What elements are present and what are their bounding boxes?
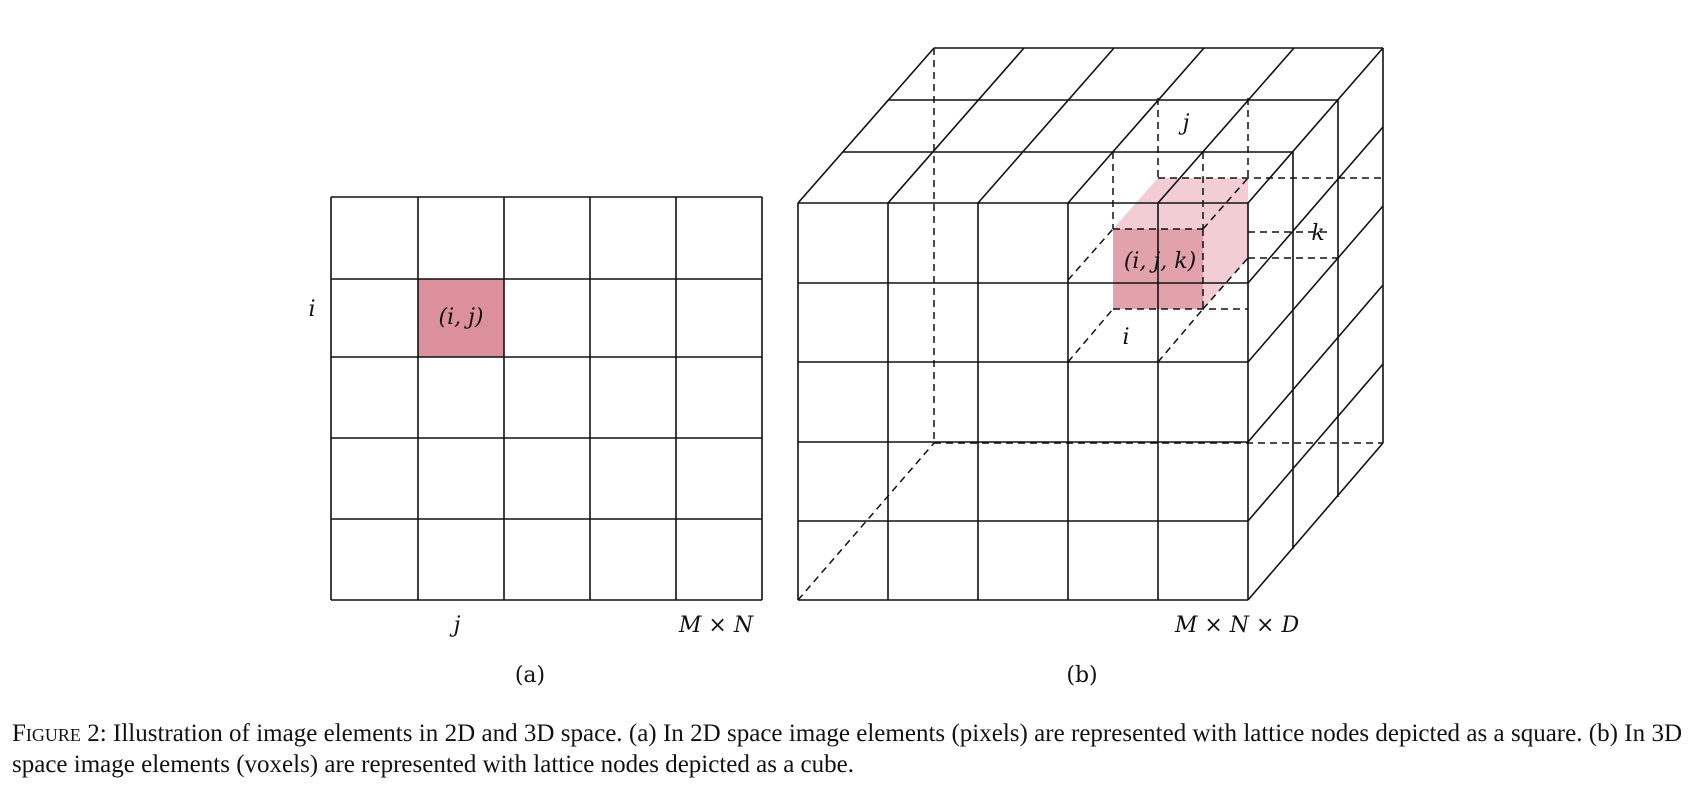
voxel-j-label: j [1178,111,1190,136]
highlighted-pixel [418,279,504,357]
pixel-coordinate-label: (i, j) [438,305,483,330]
voxel-hidden-edges [797,48,1383,601]
voxel-i-label: i [1122,325,1129,350]
panel-a-label: (a) [515,663,545,688]
column-index-label: j [449,613,461,638]
figure-2-diagram: (i, j) i j M × N (a) [308,47,1384,688]
row-index-label: i [308,297,315,322]
highlighted-voxel [1113,178,1248,309]
voxel-side-face [1203,178,1248,309]
figure-caption: Figure 2: Illustration of image elements… [12,718,1682,780]
grid-size-label: M × N [678,613,754,638]
voxel-k-label: k [1311,221,1324,246]
caption-text: : Illustration of image elements in 2D a… [12,720,1682,778]
voxel-cube [797,47,1384,601]
volume-size-label: M × N × D [1174,613,1300,638]
pixel-grid [330,196,763,601]
figure-number: Figure 2 [12,720,100,747]
voxel-coordinate-label: (i, j, k) [1124,249,1196,274]
panel-b-label: (b) [1066,663,1097,688]
